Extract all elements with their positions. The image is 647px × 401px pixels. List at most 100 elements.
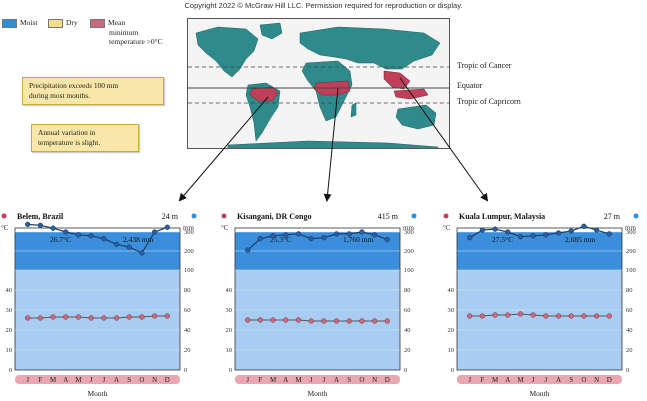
precipitation-point xyxy=(581,223,587,229)
temp-tick-label: 40 xyxy=(448,287,455,294)
arrow-to-kuala-lumpur xyxy=(399,77,489,202)
legend-dry: Dry xyxy=(66,18,78,27)
month-label: O xyxy=(359,376,364,384)
precip-tick-label: 300 xyxy=(184,229,194,236)
legend-moist: Moist xyxy=(20,18,38,27)
precipitation-point xyxy=(346,231,352,237)
amazon-region xyxy=(249,86,279,102)
precip-tick-label: 300 xyxy=(404,229,414,236)
temp-tick-label: 40 xyxy=(6,287,13,294)
precip-tick-label: 200 xyxy=(404,248,414,255)
precipitation-point xyxy=(530,233,536,239)
precip-low-band xyxy=(15,270,180,370)
temperature-point xyxy=(593,313,600,319)
station-name: Kuala Lumpur, Malaysia xyxy=(459,212,545,221)
precip-tick-label: 60 xyxy=(404,307,411,314)
precip-tick-label: 20 xyxy=(626,347,633,354)
precip-callout-line1: Precipitation exceeds 100 mm xyxy=(29,81,119,90)
temperature-point xyxy=(308,318,314,324)
temperature-point xyxy=(25,315,31,321)
precipitation-point xyxy=(151,229,158,235)
precipitation-point xyxy=(359,229,365,235)
temperature-point xyxy=(126,314,132,320)
world-map-svg xyxy=(188,22,449,148)
month-label: S xyxy=(569,376,573,384)
madagascar-landmass xyxy=(350,102,357,118)
temperature-point xyxy=(530,312,536,318)
precipitation-point xyxy=(543,232,549,238)
month-strip xyxy=(457,375,622,384)
australia-landmass xyxy=(395,104,437,130)
precipitation-point xyxy=(283,232,289,238)
month-label: D xyxy=(607,376,612,384)
arrow-to-belem xyxy=(178,96,269,202)
month-label: S xyxy=(127,376,131,384)
precipitation-point xyxy=(321,235,327,241)
temperature-callout: Annual variation in temperature is sligh… xyxy=(31,124,139,152)
temperature-point xyxy=(505,312,511,318)
x-axis-label: Month xyxy=(529,389,549,398)
precip-tick-label: 100 xyxy=(626,267,636,274)
north-america-landmass xyxy=(195,26,259,78)
precipitation-point xyxy=(593,227,600,233)
month-label: D xyxy=(385,376,390,384)
precip-callout-line2: during most months. xyxy=(29,91,90,100)
temperature-point xyxy=(606,313,612,319)
month-label: M xyxy=(295,376,302,384)
temperature-point xyxy=(346,318,352,324)
y-axis-unit-left: °C xyxy=(221,224,229,232)
legend-mean-wrap: Mean minimum temperature >0°C xyxy=(90,18,163,46)
month-label: F xyxy=(38,376,42,384)
precip-tick-label: 40 xyxy=(404,327,411,334)
precip-tick-label: 80 xyxy=(184,287,191,294)
temp-tick-label: 30 xyxy=(448,307,455,314)
month-label: O xyxy=(581,376,586,384)
temp-marker-dot xyxy=(1,213,7,219)
x-axis-label: Month xyxy=(87,389,107,398)
temperature-point xyxy=(257,317,264,323)
plot-frame xyxy=(456,227,623,371)
temperature-point xyxy=(37,315,44,321)
month-label: M xyxy=(492,376,499,384)
precipitation-point xyxy=(101,236,107,242)
legend: Moist xyxy=(2,18,38,28)
temperature-point xyxy=(568,313,574,319)
month-label: M xyxy=(50,376,57,384)
station-elevation: 415 m xyxy=(378,212,399,221)
tropic-of-cancer-label: Tropic of Cancer xyxy=(457,61,512,70)
temperature-point xyxy=(517,311,524,317)
greenland-landmass xyxy=(259,22,283,40)
temperature-point xyxy=(359,318,365,324)
eurasia-landmass xyxy=(299,26,441,70)
temperature-point xyxy=(479,313,486,319)
precipitation-point xyxy=(126,244,132,250)
temperature-point xyxy=(543,313,549,319)
precipitation-point xyxy=(75,232,82,238)
precipitation-point xyxy=(164,224,170,230)
month-label: N xyxy=(152,376,157,384)
temp-tick-label: 20 xyxy=(6,327,13,334)
copyright-notice: Copyright 2022 © McGraw Hill LLC. Permis… xyxy=(184,1,463,10)
precipitation-point xyxy=(113,241,120,248)
precip-tick-label: 300 xyxy=(626,229,636,236)
month-label: J xyxy=(468,376,471,384)
temperature-point xyxy=(88,315,94,321)
precipitation-point xyxy=(568,228,574,234)
month-label: J xyxy=(102,376,105,384)
month-label: A xyxy=(334,376,339,384)
month-label: A xyxy=(283,376,288,384)
temperature-point xyxy=(164,313,170,319)
precip-marker-dot xyxy=(411,213,417,219)
precip-tick-label: 0 xyxy=(404,367,407,374)
temperature-point xyxy=(295,317,302,323)
annual-callout-line1: Annual variation in xyxy=(38,128,96,137)
precipitation-callout: Precipitation exceeds 100 mm during most… xyxy=(22,77,164,105)
precipitation-point xyxy=(467,235,473,241)
month-label: D xyxy=(165,376,170,384)
annual-precipitation: 2,685 mm xyxy=(565,235,596,244)
precip-tick-label: 80 xyxy=(404,287,411,294)
temperature-point xyxy=(151,313,158,319)
month-strip xyxy=(15,375,180,384)
temperature-point xyxy=(270,317,276,323)
